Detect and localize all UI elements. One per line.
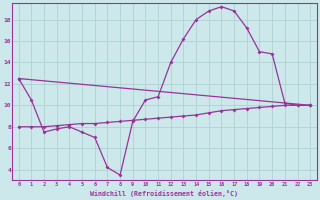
X-axis label: Windchill (Refroidissement éolien,°C): Windchill (Refroidissement éolien,°C): [91, 190, 238, 197]
